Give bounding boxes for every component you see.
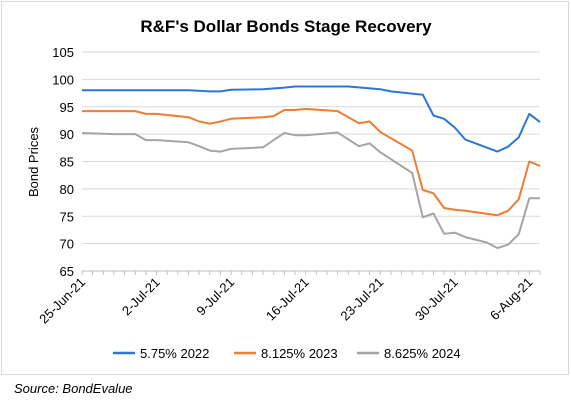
y-tick-label: 80 bbox=[60, 182, 74, 197]
x-tick-label: 2-Jul-21 bbox=[119, 275, 163, 319]
legend: 5.75% 2022 8.125% 2023 8.625% 2024 bbox=[113, 346, 461, 361]
y-axis-label: Bond Prices bbox=[26, 126, 41, 197]
chart-area bbox=[1, 1, 569, 375]
gridlines bbox=[82, 51, 540, 245]
y-tick-label: 70 bbox=[60, 237, 74, 252]
y-tick-label: 90 bbox=[60, 127, 74, 142]
legend-label: 5.75% 2022 bbox=[140, 346, 209, 361]
x-tick-label: 25-Jun-21 bbox=[36, 275, 88, 327]
series-line-3 bbox=[81, 131, 540, 249]
y-tick-label: 95 bbox=[60, 100, 74, 115]
y-tick-label: 65 bbox=[60, 264, 74, 279]
x-tick-label: 30-Jul-21 bbox=[412, 275, 461, 324]
x-tick-label: 9-Jul-21 bbox=[193, 275, 237, 319]
y-tick-label: 75 bbox=[60, 209, 74, 224]
series-line-2 bbox=[82, 107, 541, 217]
legend-label: 8.125% 2023 bbox=[261, 346, 338, 361]
series-lines bbox=[81, 85, 541, 249]
source-note: Source: BondEvalue bbox=[14, 381, 133, 396]
chart-title: R&F's Dollar Bonds Stage Recovery bbox=[140, 17, 432, 36]
legend-label: 8.625% 2024 bbox=[384, 346, 461, 361]
y-tick-label: 100 bbox=[52, 72, 74, 87]
y-tick-label: 85 bbox=[60, 155, 74, 170]
series-line-1 bbox=[82, 85, 541, 153]
y-tick-label: 105 bbox=[52, 45, 74, 60]
x-tick-label: 16-Jul-21 bbox=[263, 275, 312, 324]
x-tick-label: 23-Jul-21 bbox=[337, 275, 386, 324]
x-tick-label: 6-Aug-21 bbox=[487, 275, 535, 323]
